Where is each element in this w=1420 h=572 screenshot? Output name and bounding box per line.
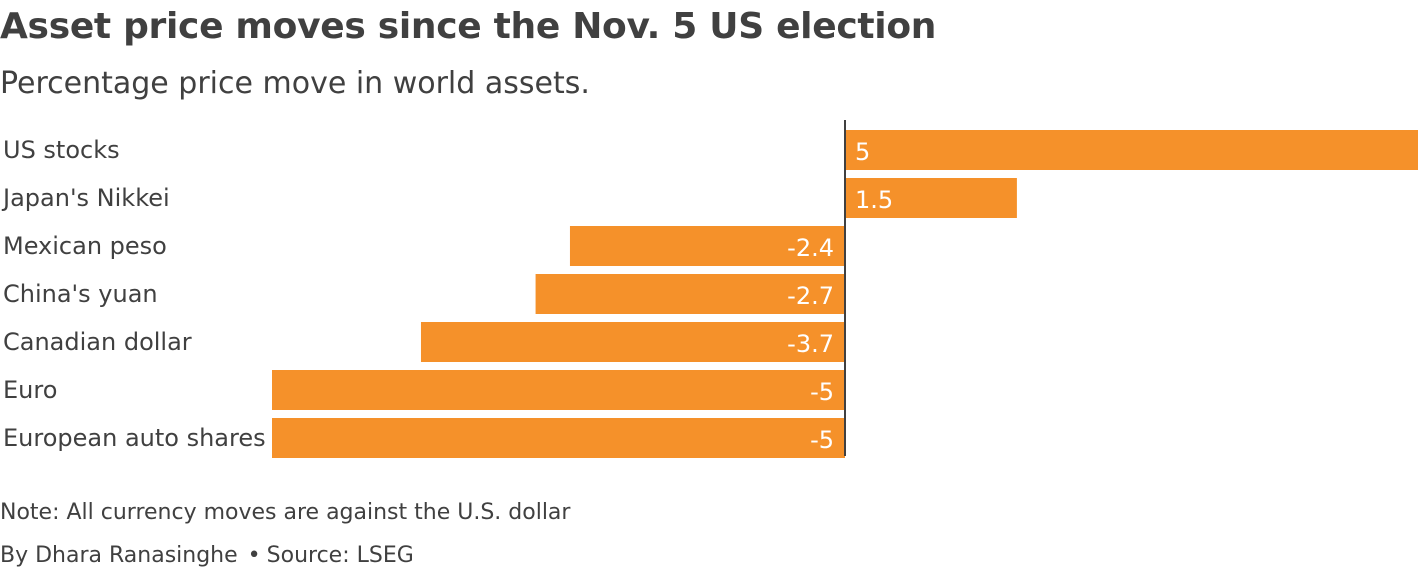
chart-title: Asset price moves since the Nov. 5 US el… — [0, 6, 937, 47]
bar-0 — [845, 130, 1418, 170]
value-label: -2.7 — [787, 282, 834, 310]
byline: By Dhara Ranasinghe — [0, 543, 238, 568]
value-label: -5 — [810, 378, 834, 406]
source-label: Source: LSEG — [266, 543, 414, 568]
category-label: Mexican peso — [3, 232, 167, 260]
chart-credit: By Dhara Ranasinghe • Source: LSEG — [0, 543, 414, 568]
bar-2 — [569, 226, 845, 266]
value-label: -2.4 — [787, 234, 834, 262]
category-label: Japan's Nikkei — [1, 184, 170, 212]
bar-6 — [272, 418, 845, 458]
value-label: -5 — [810, 426, 834, 454]
value-label: 5 — [855, 138, 870, 166]
category-label: US stocks — [3, 136, 120, 164]
bar-4 — [420, 322, 845, 362]
bar-chart: US stocks 5 Japan's Nikkei 1.5 Mexican peso -… — [1, 120, 1418, 458]
category-label: European auto shares — [3, 424, 266, 452]
category-label: Euro — [3, 376, 57, 404]
bar-3 — [535, 274, 845, 314]
chart-subtitle: Percentage price move in world assets. — [0, 66, 590, 101]
credit-separator: • — [247, 543, 261, 568]
chart-note: Note: All currency moves are against the… — [0, 500, 571, 525]
value-label: -3.7 — [787, 330, 834, 358]
category-label: Canadian dollar — [3, 328, 192, 356]
bar-1 — [845, 178, 1017, 218]
value-label: 1.5 — [855, 186, 893, 214]
bar-5 — [272, 370, 845, 410]
category-label: China's yuan — [3, 280, 158, 308]
